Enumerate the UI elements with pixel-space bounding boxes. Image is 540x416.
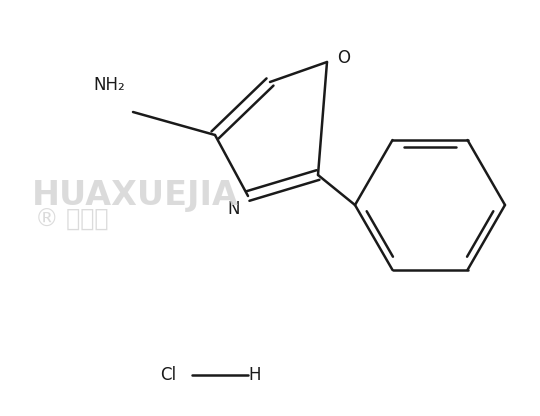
Text: O: O — [337, 49, 350, 67]
Text: HUAXUEJIA: HUAXUEJIA — [32, 178, 239, 211]
Text: Cl: Cl — [160, 366, 176, 384]
Text: ® 化学加: ® 化学加 — [35, 208, 109, 232]
Text: H: H — [249, 366, 261, 384]
Text: NH₂: NH₂ — [93, 76, 125, 94]
Text: N: N — [227, 200, 240, 218]
